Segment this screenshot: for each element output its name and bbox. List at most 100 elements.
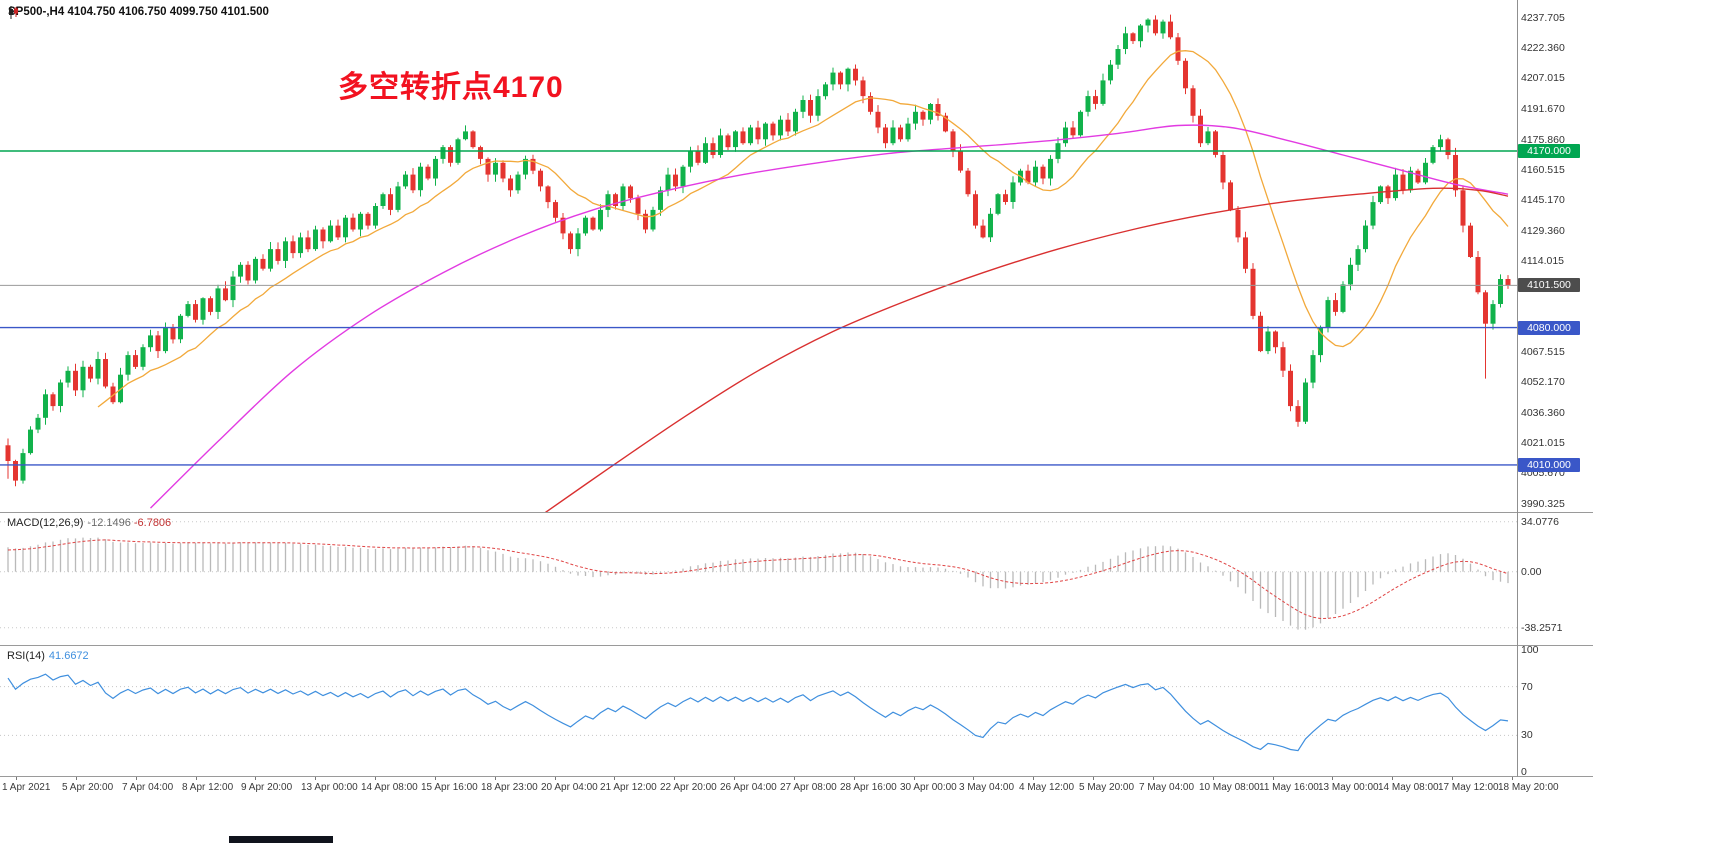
horizontal-level-price-box[interactable]: 4170.000: [1518, 144, 1580, 158]
price-tick-label: 4145.170: [1521, 194, 1565, 206]
price-tick-label: 4237.705: [1521, 12, 1565, 24]
time-tick: [1213, 777, 1214, 780]
time-tick-label: 26 Apr 04:00: [720, 782, 777, 793]
time-tick-label: 9 Apr 20:00: [241, 782, 293, 793]
time-tick: [1512, 777, 1513, 780]
time-tick-label: 20 Apr 04:00: [541, 782, 598, 793]
candles: [5, 14, 1511, 487]
time-scale[interactable]: 1 Apr 2021 5 Apr 20:00 7 Apr 04:00 8 Apr 12…: [0, 777, 1593, 803]
time-tick-label: 30 Apr 00:00: [900, 782, 957, 793]
time-tick-label: 4 May 12:00: [1019, 782, 1075, 793]
time-tick: [76, 777, 77, 780]
time-tick: [1033, 777, 1034, 780]
macd-pane-canvas[interactable]: [0, 513, 1517, 645]
time-tick: [973, 777, 974, 780]
time-tick-label: 13 May 00:00: [1318, 782, 1379, 793]
time-tick: [1153, 777, 1154, 780]
time-tick: [555, 777, 556, 780]
price-tick-label: 4067.515: [1521, 346, 1565, 358]
macd-main-value: -12.1496: [87, 517, 131, 529]
time-tick-label: 5 May 20:00: [1079, 782, 1135, 793]
horizontal-level-price-box[interactable]: 4010.000: [1518, 458, 1580, 472]
time-tick: [854, 777, 855, 780]
taskbar-fragment: [229, 836, 333, 843]
macd-signal-line: [7, 539, 1509, 620]
macd-histogram: [7, 537, 1509, 630]
time-tick-label: 10 May 08:00: [1199, 782, 1260, 793]
price-tick-label: 4160.515: [1521, 164, 1565, 176]
time-tick: [495, 777, 496, 780]
macd-tick-label: -38.2571: [1521, 622, 1563, 634]
price-tick-label: 4021.015: [1521, 437, 1565, 449]
time-tick: [375, 777, 376, 780]
time-tick-label: 18 Apr 23:00: [481, 782, 538, 793]
time-tick: [614, 777, 615, 780]
time-tick: [1332, 777, 1333, 780]
time-tick-label: 14 May 08:00: [1378, 782, 1439, 793]
macd-rsi-separator[interactable]: [0, 645, 1593, 646]
price-tick-label: 4052.170: [1521, 376, 1565, 388]
price-tick-label: 4222.360: [1521, 42, 1565, 54]
time-tick-label: 18 May 20:00: [1498, 782, 1559, 793]
time-tick: [1273, 777, 1274, 780]
time-tick-label: 3 May 04:00: [959, 782, 1015, 793]
time-tick-label: 22 Apr 20:00: [660, 782, 717, 793]
rsi-line: [7, 673, 1509, 752]
time-tick: [315, 777, 316, 780]
chart-timeaxis-separator: [0, 776, 1593, 777]
price-tick-label: 4114.015: [1521, 255, 1565, 267]
time-tick: [16, 777, 17, 780]
current-price-price-box[interactable]: 4101.500: [1518, 278, 1580, 292]
time-tick-label: 8 Apr 12:00: [182, 782, 234, 793]
macd-signal-value: -6.7806: [133, 517, 172, 529]
macd-tick-label: 0.00: [1521, 566, 1542, 578]
time-tick-label: 27 Apr 08:00: [780, 782, 837, 793]
time-tick: [435, 777, 436, 780]
price-tick-label: 4175.860: [1521, 134, 1565, 146]
annotation-text[interactable]: 多空转折点4170: [338, 71, 564, 104]
ma-fast-line: [97, 50, 1509, 408]
horizontal-level-price-box[interactable]: 4080.000: [1518, 321, 1580, 335]
time-tick: [136, 777, 137, 780]
rsi-name: RSI(14): [7, 650, 45, 662]
time-tick-label: 28 Apr 16:00: [840, 782, 897, 793]
time-tick-label: 21 Apr 12:00: [600, 782, 657, 793]
time-tick: [674, 777, 675, 780]
time-tick-label: 13 Apr 00:00: [301, 782, 358, 793]
ma-mid-line: [150, 124, 1509, 509]
symbol-ohlc-readout: SP500-,H4 4104.750 4106.750 4099.750 410…: [8, 5, 269, 19]
time-tick: [1392, 777, 1393, 780]
time-tick-label: 15 Apr 16:00: [421, 782, 478, 793]
time-tick: [196, 777, 197, 780]
rsi-tick-label: 30: [1521, 729, 1533, 741]
rsi-pane-canvas[interactable]: [0, 646, 1517, 776]
rsi-indicator-label: RSI(14) 41.6672: [7, 650, 89, 662]
price-scale-separator[interactable]: [1517, 0, 1518, 777]
time-tick: [794, 777, 795, 780]
time-tick: [1452, 777, 1453, 780]
time-tick: [914, 777, 915, 780]
price-chart-canvas[interactable]: [0, 0, 1517, 512]
rsi-tick-label: 100: [1521, 644, 1539, 656]
time-tick-label: 11 May 16:00: [1259, 782, 1319, 793]
price-tick-label: 4129.360: [1521, 225, 1565, 237]
rsi-value: 41.6672: [48, 650, 89, 662]
ma-slow-line: [544, 187, 1509, 512]
price-tick-label: 3990.325: [1521, 498, 1565, 510]
price-macd-separator[interactable]: [0, 512, 1593, 513]
time-tick: [1093, 777, 1094, 780]
macd-name: MACD(12,26,9): [7, 517, 84, 529]
price-tick-label: 4191.670: [1521, 103, 1565, 115]
time-tick-label: 7 Apr 04:00: [122, 782, 174, 793]
time-tick-label: 7 May 04:00: [1139, 782, 1195, 793]
macd-tick-label: 34.0776: [1521, 516, 1559, 528]
price-tick-label: 4036.360: [1521, 407, 1565, 419]
price-tick-label: 4207.015: [1521, 72, 1565, 84]
time-tick: [734, 777, 735, 780]
macd-indicator-label: MACD(12,26,9) -12.1496 -6.7806: [7, 517, 171, 529]
symbol-ohlc-text: SP500-,H4 4104.750 4106.750 4099.750 410…: [8, 6, 269, 18]
time-tick-label: 5 Apr 20:00: [62, 782, 114, 793]
time-tick-label: 14 Apr 08:00: [361, 782, 418, 793]
candlestick-icon: [9, 5, 18, 19]
